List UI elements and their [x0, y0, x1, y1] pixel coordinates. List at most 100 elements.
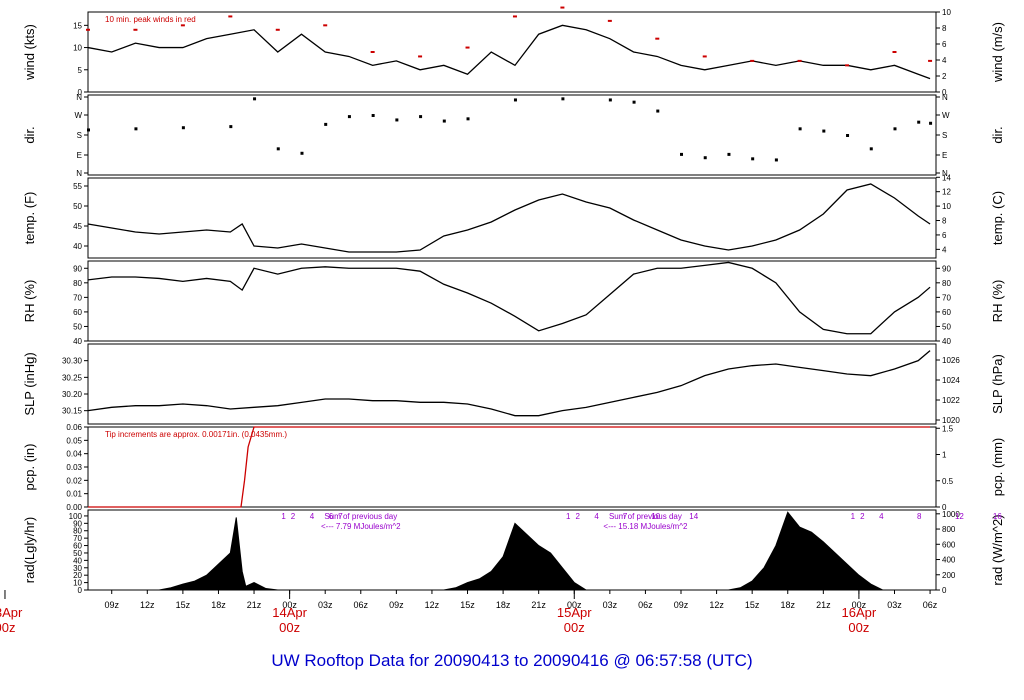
dir-point — [513, 98, 517, 102]
slp-ytick-label: 30.25 — [62, 373, 83, 382]
temp-ytick-label: 45 — [73, 222, 82, 231]
x-tick-label: 06z — [638, 600, 653, 610]
rh-line — [87, 261, 931, 335]
pcp-ytick-label: 0.06 — [66, 423, 82, 432]
pcp-annotation: Tip increments are approx. 0.00171in. (0… — [105, 430, 287, 439]
wind-peak-point — [228, 15, 233, 18]
wind-peak-point — [607, 19, 612, 22]
rad-ytick-label: 0 — [78, 586, 83, 595]
dir-ylabel-left: dir. — [22, 126, 37, 143]
dir-ytick-label-r: S — [942, 131, 947, 140]
x-tick-label: 15z — [176, 600, 191, 610]
rh-ytick-label: 70 — [73, 293, 82, 302]
dir-ytick-label-r: N — [942, 169, 948, 178]
rad-ytick-label-r: 0 — [942, 586, 947, 595]
rh-ytick-label: 80 — [73, 279, 82, 288]
pcp-ytick-label: 0.01 — [66, 490, 82, 499]
rad-ytick-label-r: 800 — [942, 525, 956, 534]
dir-point — [751, 157, 755, 161]
x-tick-label: 12z — [425, 600, 440, 610]
rad-ytick-label: 100 — [69, 512, 83, 521]
wind-ytick-label: 5 — [78, 66, 83, 75]
temp-ytick-label: 40 — [73, 242, 82, 251]
temp-ytick-label-r: 8 — [942, 217, 947, 226]
x-tick-label: 21z — [247, 600, 262, 610]
rad-ytick-label: 70 — [73, 534, 82, 543]
wind-ytick-label-r: 0 — [942, 88, 947, 97]
x-tick-label: 03z — [318, 600, 333, 610]
wind-peak-point — [370, 51, 375, 53]
rad-hour-label: 2 — [860, 512, 865, 521]
wind-peak-point — [845, 64, 850, 67]
slp-ytick-label-r: 1024 — [942, 376, 960, 385]
temp-ylabel-right: temp. (C) — [990, 191, 1005, 245]
date-label: 14Apr — [272, 605, 307, 620]
wind-peak-point — [928, 59, 933, 62]
pcp-ytick-label-r: 1 — [942, 451, 947, 460]
dir-point — [680, 152, 684, 156]
rad-area — [88, 511, 931, 591]
dir-ytick-label-r: N — [942, 93, 948, 102]
wind-ytick-label: 10 — [73, 44, 82, 53]
slp-ytick-label-r: 1026 — [942, 356, 960, 365]
dir-point — [893, 127, 897, 131]
wind-ylabel-right: wind (m/s) — [990, 22, 1005, 83]
x-tick-label: 03z — [603, 600, 618, 610]
dir-point — [727, 152, 731, 156]
dir-ytick-label: E — [77, 151, 82, 160]
wind-ylabel-left: wind (kts) — [22, 24, 37, 81]
dir-point — [917, 120, 921, 124]
dir-point — [561, 97, 565, 101]
dir-point — [419, 115, 423, 119]
pcp-line — [88, 426, 931, 508]
rad-ytick-label-r: 600 — [942, 540, 956, 549]
pcp-ytick-label-r: 1.5 — [942, 424, 954, 433]
x-tick-label: 00z — [567, 600, 582, 610]
date-label: 13Apr — [0, 605, 23, 620]
wind-peak-point — [560, 6, 565, 9]
dir-point — [703, 156, 707, 160]
dir-ytick-label: W — [74, 111, 82, 120]
dir-points — [87, 97, 933, 162]
dir-point — [181, 126, 185, 130]
date-sub-label: 00z — [279, 620, 300, 635]
wind-peak-point — [797, 59, 802, 62]
wind-ytick-label-r: 10 — [942, 8, 951, 17]
dir-ylabel-right: dir. — [990, 126, 1005, 143]
x-tick-label: 21z — [816, 600, 831, 610]
dir-point — [276, 147, 280, 151]
rad-ytick-label: 10 — [73, 579, 82, 588]
wind-peak-point — [180, 24, 185, 27]
dir-point — [229, 125, 233, 129]
pcp-ylabel-right: pcp. (mm) — [990, 438, 1005, 497]
temp-ylabel-left: temp. (F) — [22, 192, 37, 245]
pcp-ytick-label: 0.03 — [66, 463, 82, 472]
temp-ytick-label-r: 12 — [942, 188, 951, 197]
x-tick-label: 18z — [211, 600, 226, 610]
temp-ytick-label-r: 6 — [942, 231, 947, 240]
rad-hour-label: 2 — [575, 512, 580, 521]
dir-point — [632, 100, 636, 104]
pcp-ytick-label: 0.04 — [66, 450, 82, 459]
rad-hour-label: 7 — [623, 512, 628, 521]
dir-point — [656, 109, 660, 113]
dir-point — [798, 127, 802, 131]
wind-peak-point — [418, 55, 423, 58]
x-tick-label: 09z — [674, 600, 689, 610]
wind-ytick-label-r: 2 — [942, 72, 947, 81]
wind-peak-point — [465, 46, 470, 49]
rad-ytick-label: 40 — [73, 556, 82, 565]
rad-hour-label: 14 — [689, 512, 698, 521]
dir-point — [929, 121, 933, 125]
slp-ytick-label: 30.30 — [62, 357, 83, 366]
rad-hour-label: 1 — [281, 512, 286, 521]
rad-hour-label: 10 — [651, 512, 660, 521]
rh-ytick-label-r: 70 — [942, 293, 951, 302]
wind-ytick-label-r: 6 — [942, 40, 947, 49]
rh-ytick-label: 60 — [73, 308, 82, 317]
rh-ytick-label-r: 90 — [942, 264, 951, 273]
wind-peak-point — [892, 51, 897, 53]
slp-ytick-label-r: 1022 — [942, 396, 960, 405]
wind-peak-point — [323, 24, 328, 27]
rh-ytick-label-r: 50 — [942, 322, 951, 331]
